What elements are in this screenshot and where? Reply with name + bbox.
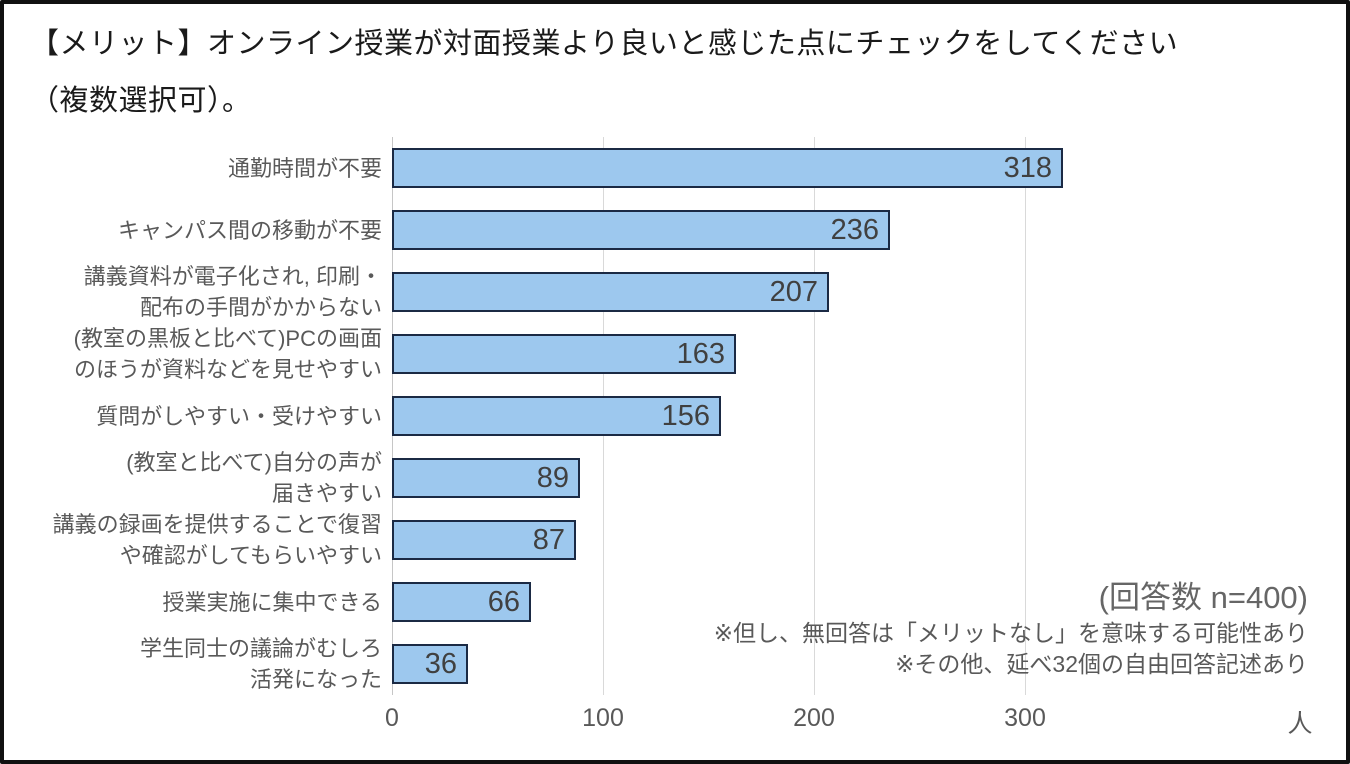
category-label: 質問がしやすい・受けやすい: [96, 403, 382, 429]
bar-row: 36: [392, 633, 1317, 695]
x-axis-unit-label: 人: [1287, 710, 1313, 738]
x-tick-label: 0: [385, 704, 399, 732]
bar-row: 207: [392, 261, 1317, 323]
bar-row: 318: [392, 137, 1317, 199]
bar: 89: [392, 458, 580, 498]
bar-row: 87: [392, 509, 1317, 571]
annotations: (回答数 n=400) ※但し、無回答は「メリットなし」を意味する可能性あり ※…: [714, 578, 1308, 680]
category-label: 授業実施に集中できる: [162, 589, 382, 615]
x-tick-label: 300: [1004, 704, 1046, 732]
bar-value-label: 87: [532, 523, 565, 556]
category-label: 学生同士の議論がむしろ 活発になった: [139, 636, 382, 692]
bar: 156: [392, 396, 721, 436]
x-tick-label: 200: [793, 704, 835, 732]
bar: 207: [392, 272, 829, 312]
bar: 87: [392, 520, 576, 560]
category-label: 講義の録画を提供することで復習 や確認がしてもらいやすい: [52, 512, 382, 568]
bar-value-label: 66: [487, 585, 520, 618]
footnote-2: ※その他、延べ32個の自由回答記述あり: [895, 651, 1308, 677]
bar-value-label: 207: [769, 275, 818, 308]
category-label: 講義資料が電子化され, 印刷・ 配布の手間がかからない: [83, 264, 382, 320]
footnote-1: ※但し、無回答は「メリットなし」を意味する可能性あり: [713, 620, 1308, 646]
bar-row: 156: [392, 385, 1317, 447]
bar: 318: [392, 148, 1063, 188]
plot-area: 318 236 207 163 156 89 87 66 36: [392, 137, 1317, 695]
x-tick-label: 100: [582, 704, 624, 732]
bar-value-label: 36: [424, 647, 457, 680]
bar-value-label: 163: [676, 337, 725, 370]
bar-row: 89: [392, 447, 1317, 509]
gridline: [814, 137, 815, 695]
category-label: (教室と比べて)自分の声が 届きやすい: [126, 450, 382, 506]
bar: 66: [392, 582, 531, 622]
bar-row: 66: [392, 571, 1317, 633]
value-axis: 0 100 200 300 人: [4, 704, 1346, 740]
category-label: (教室の黒板と比べて)PCの画面 のほうが資料などを見せやすい: [73, 326, 382, 382]
respondent-count: (回答数 n=400): [1098, 580, 1308, 615]
category-label: キャンパス間の移動が不要: [117, 217, 382, 243]
bar-row: 236: [392, 199, 1317, 261]
bar: 236: [392, 210, 890, 250]
category-label: 通勤時間が不要: [227, 155, 382, 181]
bar-value-label: 156: [661, 399, 710, 432]
gridline: [1025, 137, 1026, 695]
bar-value-label: 89: [536, 461, 569, 494]
bar-value-label: 236: [830, 213, 879, 246]
bar: 36: [392, 644, 468, 684]
bar-row: 163: [392, 323, 1317, 385]
chart-title: 【メリット】オンライン授業が対面授業より良いと感じた点にチェックをしてください …: [30, 28, 1179, 117]
bar-value-label: 318: [1003, 151, 1052, 184]
bar: 163: [392, 334, 736, 374]
